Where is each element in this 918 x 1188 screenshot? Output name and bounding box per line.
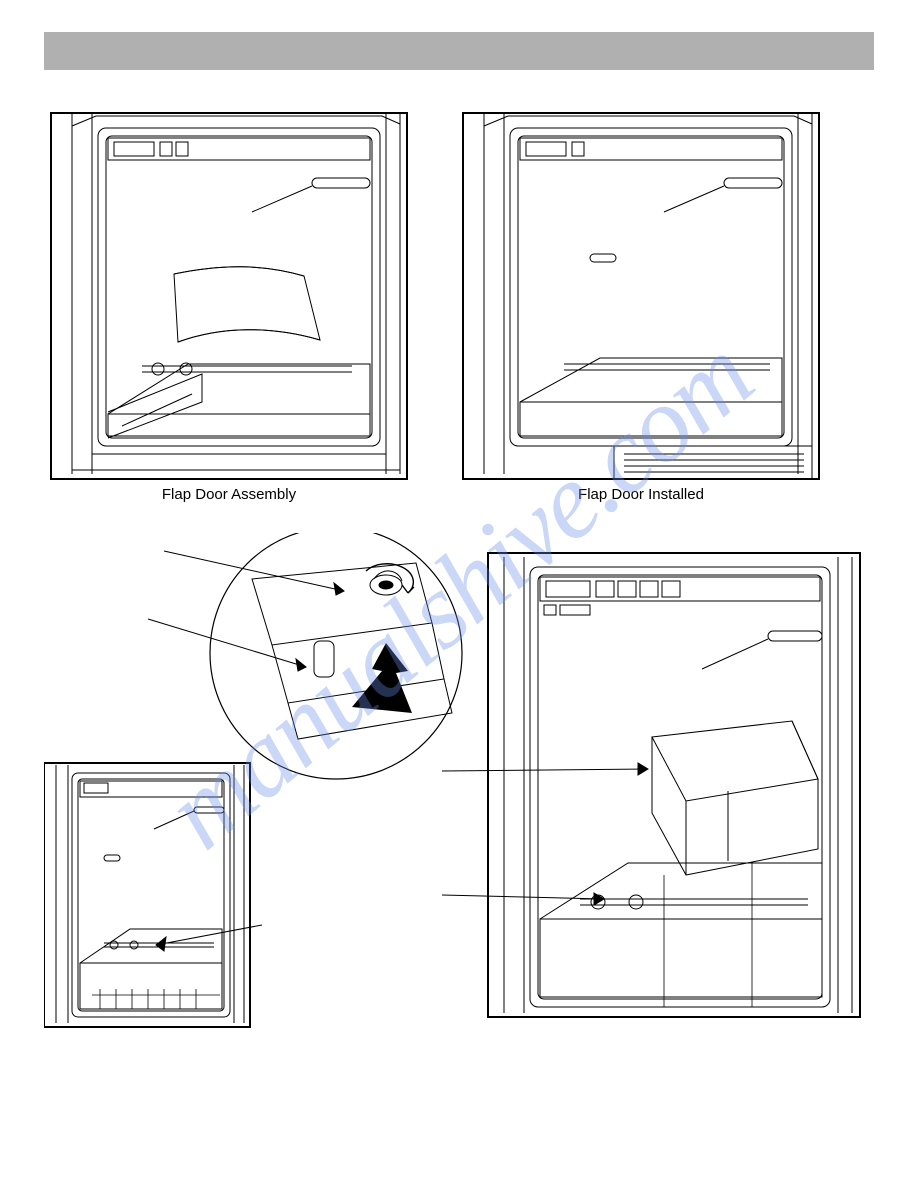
figure-row-2 bbox=[44, 533, 874, 1033]
caption-flap-door-installed: Flap Door Installed bbox=[462, 486, 820, 503]
figure-flap-door-installed bbox=[462, 112, 820, 480]
figure-row-1 bbox=[44, 112, 874, 480]
intro-area bbox=[44, 80, 874, 108]
diagram-row-2 bbox=[44, 533, 874, 1033]
caption-flap-door-assembly: Flap Door Assembly bbox=[50, 486, 408, 503]
diagram-flap-door-assembly bbox=[52, 114, 408, 480]
diagram-flap-door-installed bbox=[464, 114, 820, 480]
caption-row-1: Flap Door Assembly Flap Door Installed bbox=[44, 480, 874, 503]
header-bar bbox=[44, 32, 874, 70]
figure-flap-door-assembly bbox=[50, 112, 408, 480]
